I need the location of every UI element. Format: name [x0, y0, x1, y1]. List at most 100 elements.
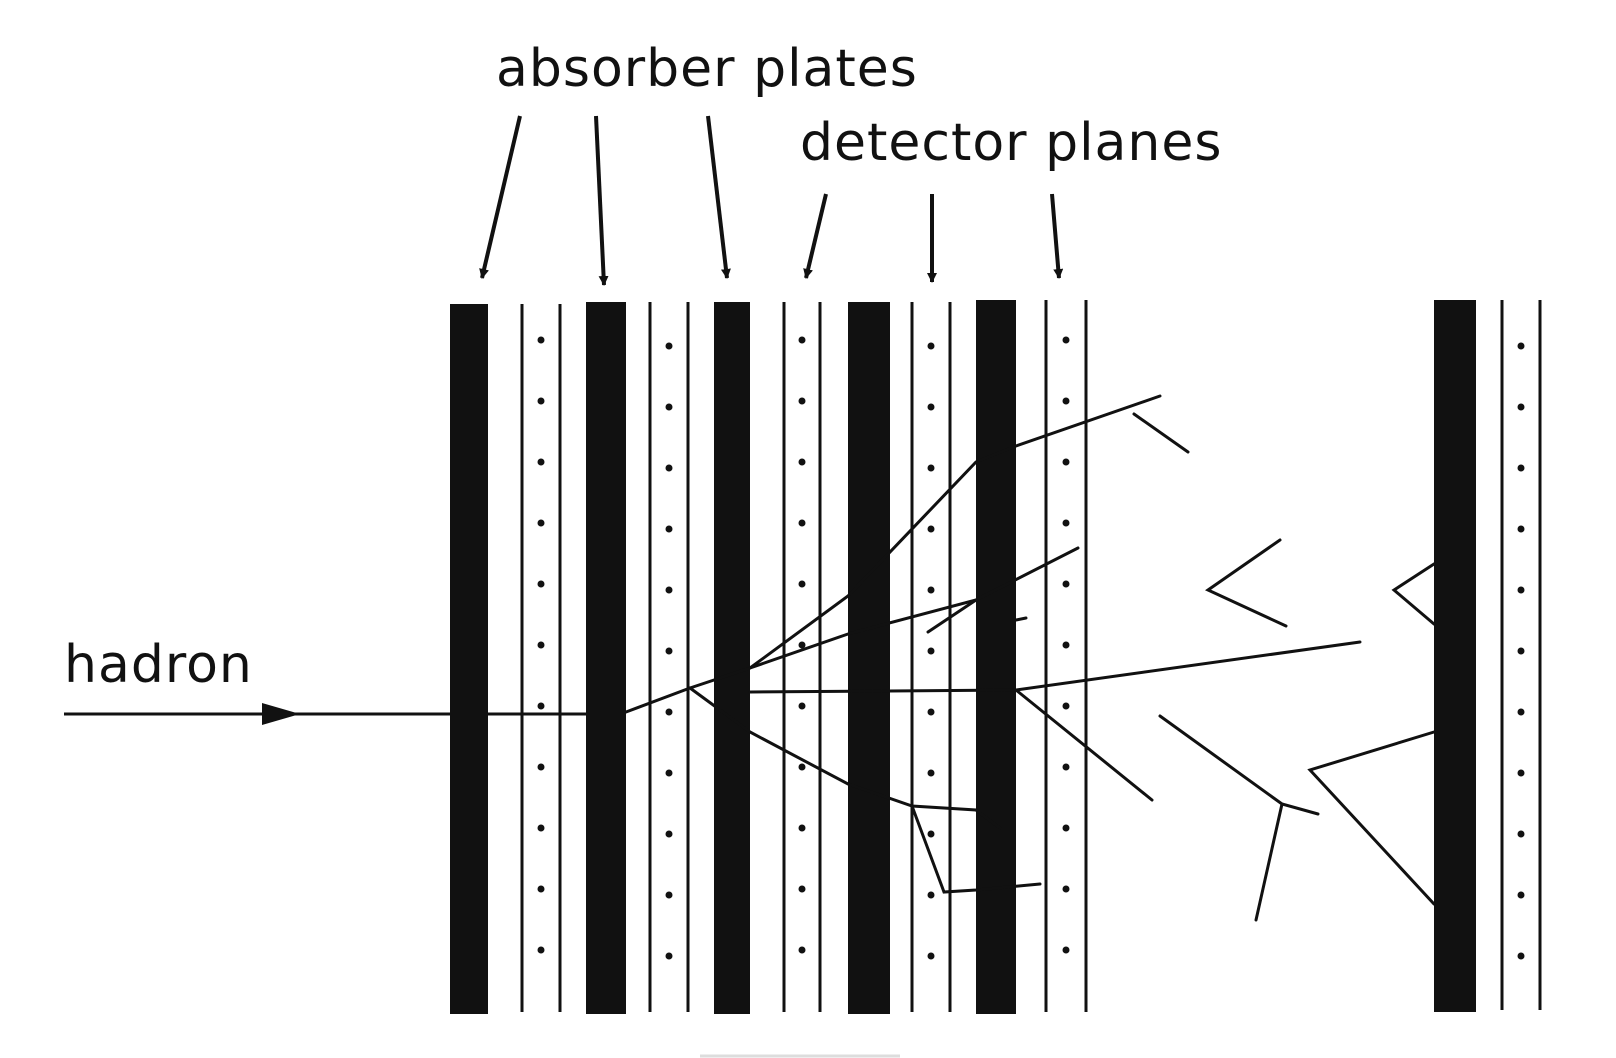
absorber-plate-3 — [714, 302, 750, 1014]
detector-dot — [1517, 403, 1525, 411]
detector-dot — [927, 403, 935, 411]
detector-dot — [927, 769, 935, 777]
absorber-pointer-arrows — [479, 115, 731, 286]
absorber-plates-label: absorber plates — [496, 39, 918, 99]
detector-dot — [927, 464, 935, 472]
detector-dot — [1062, 458, 1070, 466]
shower-track — [910, 804, 1042, 894]
detector-dot — [1517, 342, 1525, 350]
detector-plane-2 — [648, 302, 690, 1012]
hadron-arrow-icon — [262, 703, 300, 725]
detector-dot — [1517, 769, 1525, 777]
detector-dot — [537, 824, 545, 832]
detector-dot — [537, 519, 545, 527]
detector-dot — [1062, 397, 1070, 405]
detector-dot — [1062, 519, 1070, 527]
absorber-plate-5 — [976, 300, 1016, 1014]
detector-pointer-arrows — [803, 193, 1064, 283]
detector-dot — [537, 641, 545, 649]
detector-dot — [665, 647, 673, 655]
detector-plane-1 — [520, 304, 562, 1012]
detector-plane-3 — [782, 302, 822, 1012]
detector-dot — [537, 458, 545, 466]
detector-arrow-1 — [803, 193, 828, 279]
detector-plane-6 — [1500, 300, 1542, 1010]
shower-track-fragment — [1254, 802, 1284, 922]
detector-arrow-3 — [1050, 193, 1064, 279]
detector-dot — [1517, 891, 1525, 899]
absorber-arrow-3 — [706, 115, 731, 279]
absorber-plate-2 — [586, 302, 626, 1014]
incoming-hadron-track — [64, 703, 586, 725]
detector-dot — [537, 580, 545, 588]
detector-dot — [1517, 830, 1525, 838]
shower-track — [688, 686, 1002, 830]
detector-dot — [1062, 641, 1070, 649]
detector-dot — [1517, 708, 1525, 716]
shower-track-fragment — [1158, 714, 1320, 816]
absorber-arrow-2 — [594, 115, 609, 286]
detector-dot — [665, 525, 673, 533]
detector-dot — [665, 708, 673, 716]
shower-track — [1014, 616, 1028, 622]
detector-dot — [1062, 824, 1070, 832]
detector-dot — [1517, 586, 1525, 594]
detector-dot — [927, 952, 935, 960]
detector-dot — [798, 336, 806, 344]
detector-dot — [665, 891, 673, 899]
detector-dot — [665, 342, 673, 350]
detector-dot — [798, 763, 806, 771]
detector-dot — [798, 458, 806, 466]
detector-dot — [1062, 946, 1070, 954]
detector-dot — [537, 702, 545, 710]
detector-dot — [665, 830, 673, 838]
detector-dot — [798, 580, 806, 588]
detector-dot — [798, 702, 806, 710]
shower-track — [748, 546, 1080, 670]
detector-dot — [798, 519, 806, 527]
detector-planes — [520, 300, 1542, 1012]
detector-plane-5 — [1044, 300, 1088, 1012]
detector-dot — [798, 824, 806, 832]
detector-dot — [1517, 525, 1525, 533]
detector-dot — [537, 946, 545, 954]
detector-dot — [927, 830, 935, 838]
detector-dot — [798, 946, 806, 954]
shower-track — [1014, 688, 1154, 802]
shower-track — [1307, 730, 1436, 906]
detector-dot — [927, 342, 935, 350]
detector-dot — [1062, 580, 1070, 588]
detector-dot — [665, 586, 673, 594]
detector-dot — [927, 708, 935, 716]
detector-dot — [665, 952, 673, 960]
detector-dot — [537, 763, 545, 771]
detector-dot — [1062, 702, 1070, 710]
detector-dot — [927, 891, 935, 899]
absorber-plate-6 — [1434, 300, 1476, 1012]
detector-planes-label: detector planes — [800, 113, 1222, 173]
shower-track — [688, 394, 1162, 690]
detector-dot — [1062, 885, 1070, 893]
detector-dot — [798, 641, 806, 649]
detector-dot — [1062, 336, 1070, 344]
detector-dot — [537, 397, 545, 405]
absorber-plate-1 — [450, 304, 488, 1014]
hadron-label: hadron — [64, 635, 253, 695]
detector-dot — [665, 464, 673, 472]
detector-dots — [537, 336, 1525, 960]
shower-track — [926, 598, 978, 634]
shower-track-fragment — [1204, 538, 1288, 628]
detector-dot — [1517, 464, 1525, 472]
shower-track — [624, 686, 692, 714]
detector-plane-4 — [910, 302, 952, 1012]
detector-dot — [927, 525, 935, 533]
detector-dot — [665, 403, 673, 411]
detector-dot — [798, 397, 806, 405]
detector-dot — [927, 647, 935, 655]
shower-track — [1132, 412, 1190, 454]
detector-dot — [537, 336, 545, 344]
detector-dot — [1062, 763, 1070, 771]
shower-tracks — [624, 394, 1436, 922]
detector-dot — [1517, 647, 1525, 655]
